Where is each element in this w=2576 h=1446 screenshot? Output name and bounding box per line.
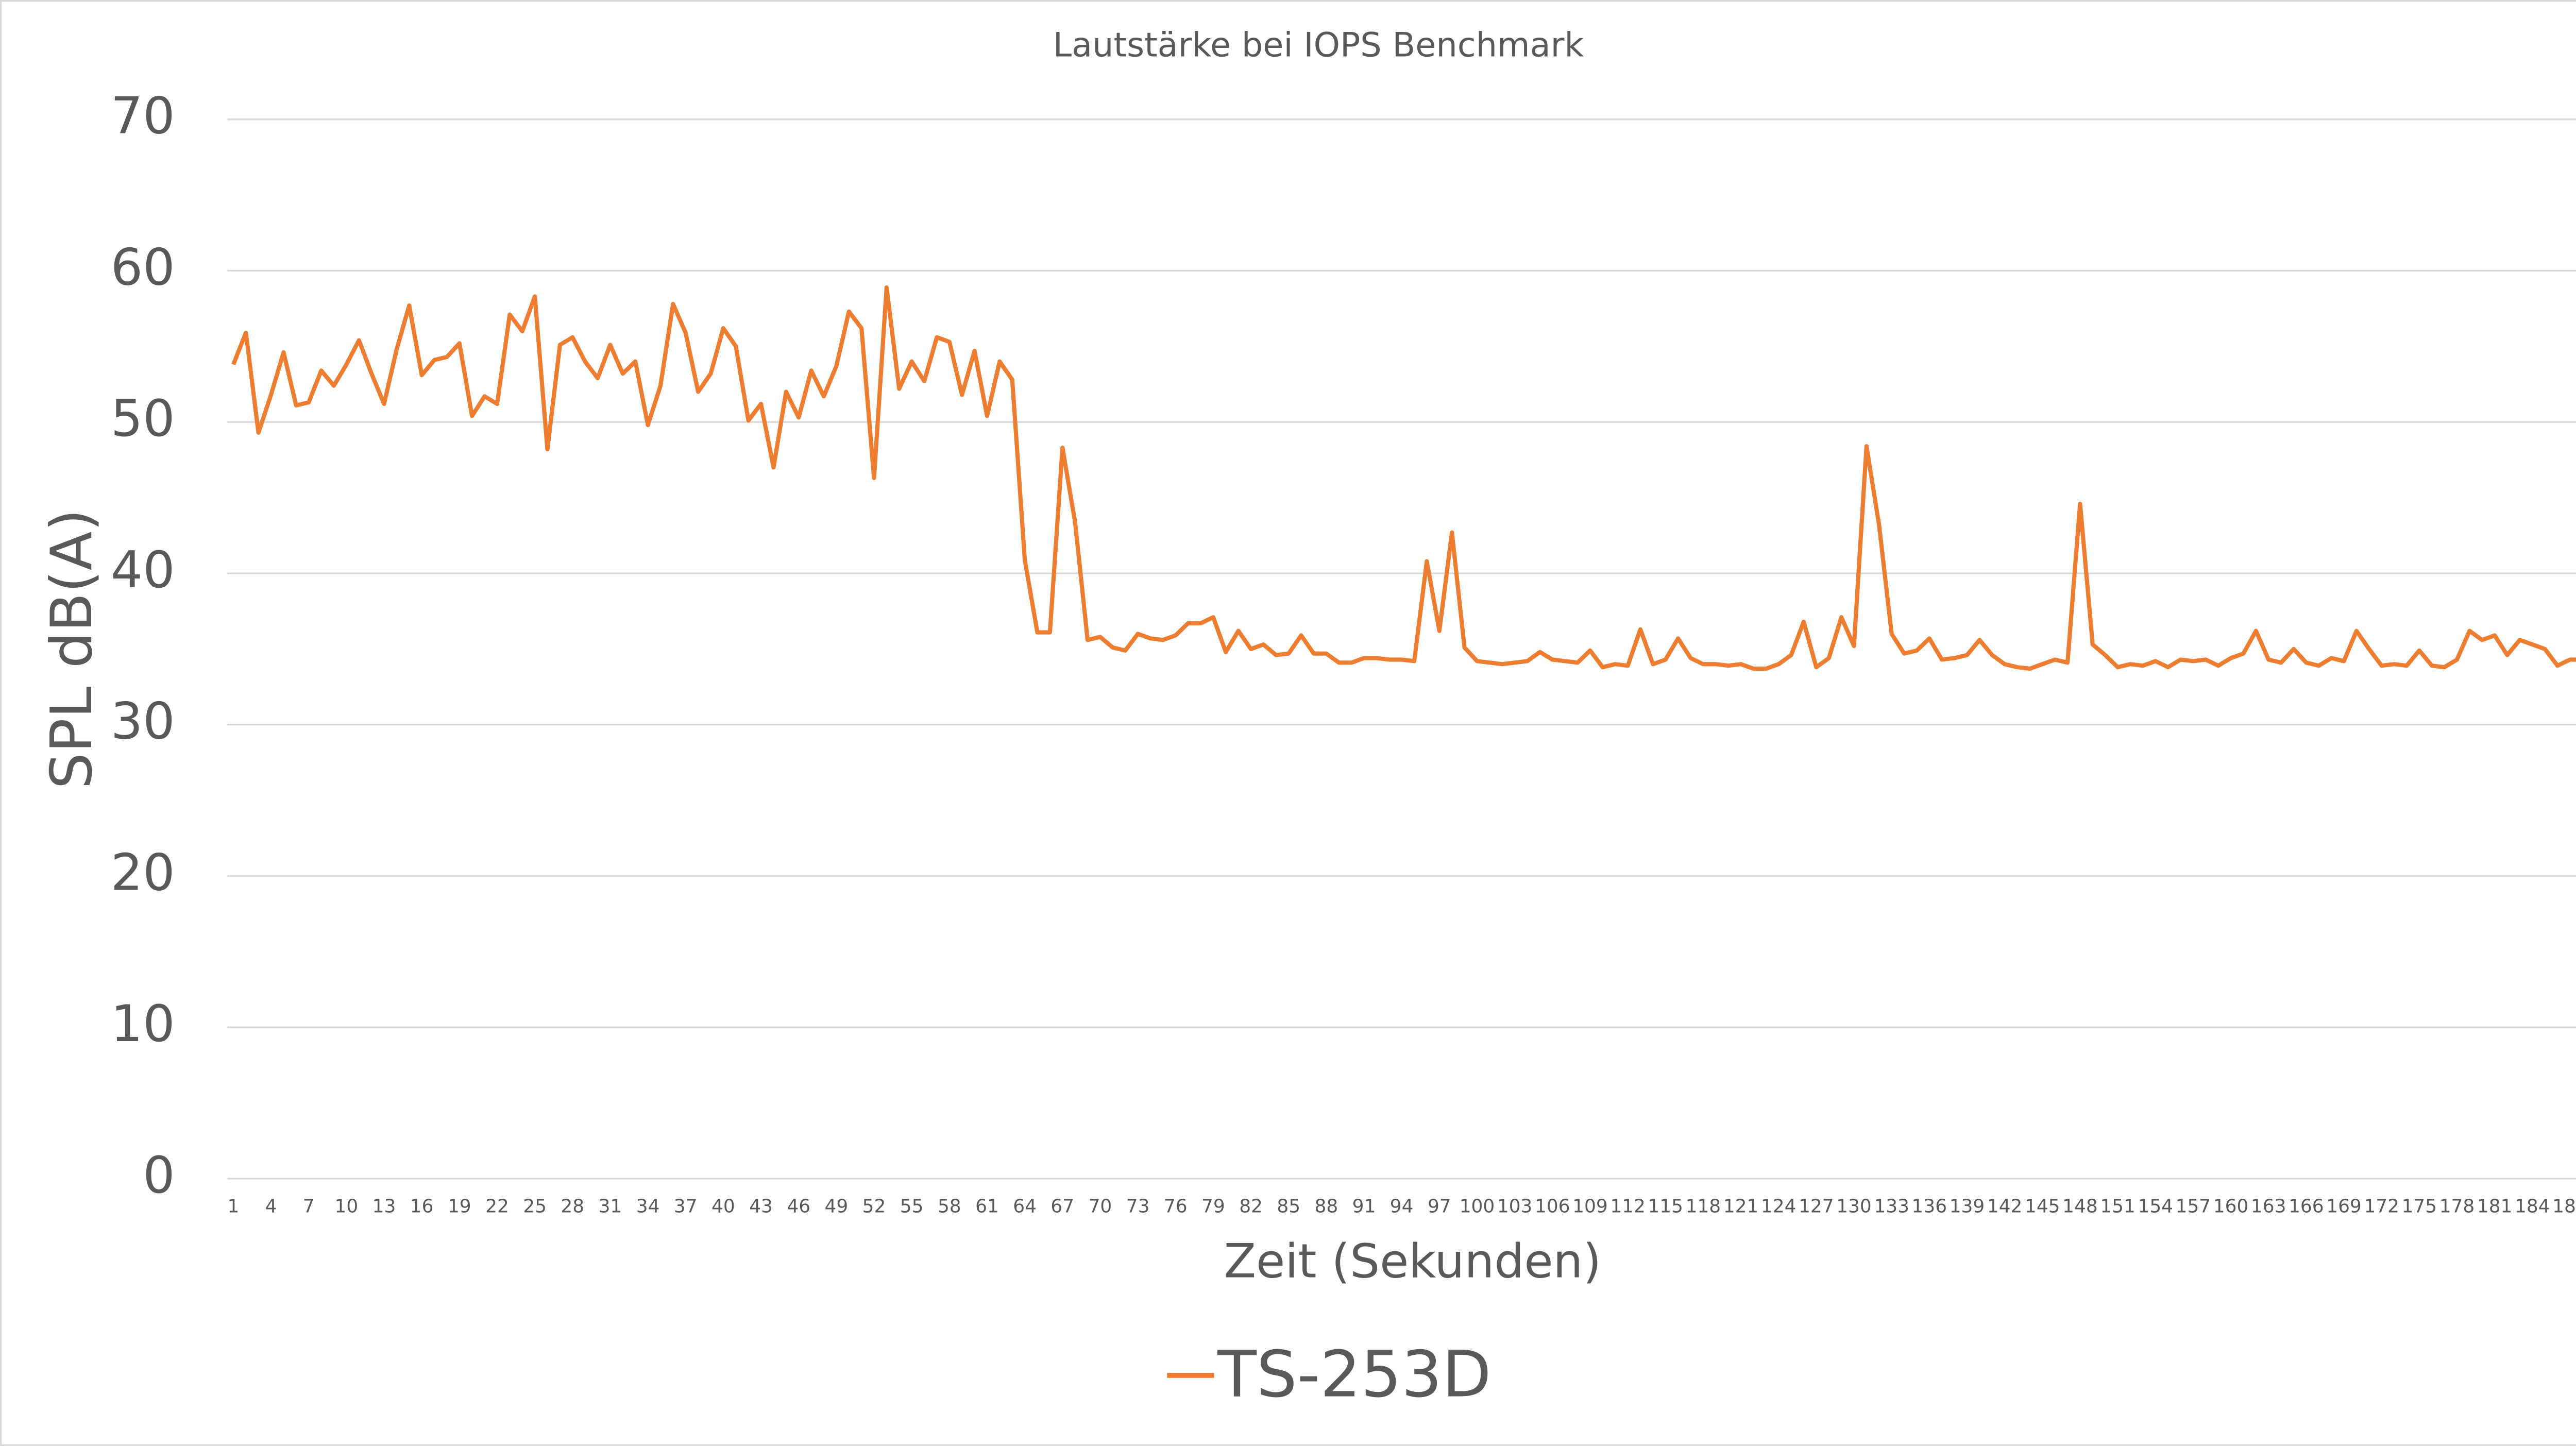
x-tick-label: 61: [975, 1196, 999, 1217]
data-line: [231, 285, 2576, 671]
x-tick-label: 7: [303, 1196, 315, 1217]
x-tick-label: 19: [448, 1196, 471, 1217]
x-tick-label: 133: [1874, 1196, 1909, 1217]
x-tick-label: 100: [1460, 1196, 1495, 1217]
x-tick-label: 13: [372, 1196, 396, 1217]
x-tick-label: 1: [227, 1196, 239, 1217]
x-tick-label: 25: [523, 1196, 547, 1217]
x-tick-label: 31: [599, 1196, 622, 1217]
x-tick-label: 76: [1164, 1196, 1188, 1217]
y-tick-label: 20: [111, 843, 175, 902]
x-tick-label: 49: [825, 1196, 849, 1217]
x-tick-label: 151: [2100, 1196, 2136, 1217]
y-tick-label: 60: [111, 238, 175, 297]
x-tick-label: 166: [2289, 1196, 2324, 1217]
x-tick-label: 82: [1239, 1196, 1263, 1217]
x-tick-label: 118: [1686, 1196, 1721, 1217]
x-tick-label: 157: [2176, 1196, 2211, 1217]
x-tick-label: 70: [1089, 1196, 1112, 1217]
x-tick-label: 85: [1277, 1196, 1300, 1217]
x-tick-label: 175: [2402, 1196, 2437, 1217]
x-tick-label: 163: [2251, 1196, 2286, 1217]
x-tick-label: 187: [2552, 1196, 2576, 1217]
chart-title: Lautstärke bei IOPS Benchmark: [1053, 25, 1584, 64]
x-tick-label: 169: [2326, 1196, 2362, 1217]
x-tick-label: 148: [2062, 1196, 2098, 1217]
x-tick-label: 16: [410, 1196, 434, 1217]
x-tick-label: 130: [1836, 1196, 1872, 1217]
y-tick-label: 50: [111, 389, 175, 448]
x-tick-label: 184: [2515, 1196, 2550, 1217]
x-tick-label: 46: [787, 1196, 810, 1217]
x-tick-label: 136: [1912, 1196, 1947, 1217]
x-tick-label: 79: [1201, 1196, 1225, 1217]
x-tick-label: 22: [485, 1196, 509, 1217]
x-tick-label: 109: [1572, 1196, 1608, 1217]
y-tick-label: 0: [143, 1146, 175, 1205]
x-tick-label: 94: [1390, 1196, 1414, 1217]
x-tick-label: 88: [1315, 1196, 1338, 1217]
x-tick-label: 40: [711, 1196, 735, 1217]
x-tick-label: 91: [1352, 1196, 1376, 1217]
y-tick-label: 10: [111, 995, 175, 1053]
x-tick-label: 55: [900, 1196, 924, 1217]
x-tick-label: 139: [1950, 1196, 1985, 1217]
x-tick-label: 124: [1761, 1196, 1797, 1217]
legend-label: TS-253D: [1217, 1338, 1491, 1412]
x-tick-label: 67: [1050, 1196, 1074, 1217]
x-tick-label: 43: [749, 1196, 773, 1217]
x-tick-label: 34: [636, 1196, 660, 1217]
x-tick-label: 4: [265, 1196, 277, 1217]
x-tick-label: 160: [2213, 1196, 2249, 1217]
x-tick-label: 178: [2439, 1196, 2475, 1217]
y-tick-label: 40: [111, 541, 175, 600]
y-axis-label: SPL dB(A): [39, 509, 105, 789]
x-tick-label: 181: [2477, 1196, 2513, 1217]
x-tick-label: 64: [1013, 1196, 1037, 1217]
x-tick-label: 154: [2138, 1196, 2173, 1217]
x-tick-label: 106: [1535, 1196, 1570, 1217]
x-tick-label: 73: [1126, 1196, 1150, 1217]
x-tick-label: 97: [1428, 1196, 1451, 1217]
x-tick-label: 172: [2364, 1196, 2399, 1217]
x-tick-label: 142: [1987, 1196, 2023, 1217]
y-tick-label: 70: [111, 87, 175, 146]
x-tick-label: 103: [1497, 1196, 1533, 1217]
x-tick-label: 10: [335, 1196, 359, 1217]
x-tick-label: 52: [862, 1196, 886, 1217]
x-tick-label: 127: [1799, 1196, 1834, 1217]
y-tick-label: 30: [111, 692, 175, 751]
x-tick-label: 37: [674, 1196, 698, 1217]
x-tick-label: 58: [938, 1196, 961, 1217]
x-tick-label: 28: [561, 1196, 584, 1217]
x-tick-label: 112: [1610, 1196, 1646, 1217]
x-tick-label: 115: [1648, 1196, 1683, 1217]
x-tick-label: 145: [2025, 1196, 2060, 1217]
x-tick-label: 121: [1723, 1196, 1759, 1217]
x-axis-label: Zeit (Sekunden): [1224, 1233, 1601, 1288]
